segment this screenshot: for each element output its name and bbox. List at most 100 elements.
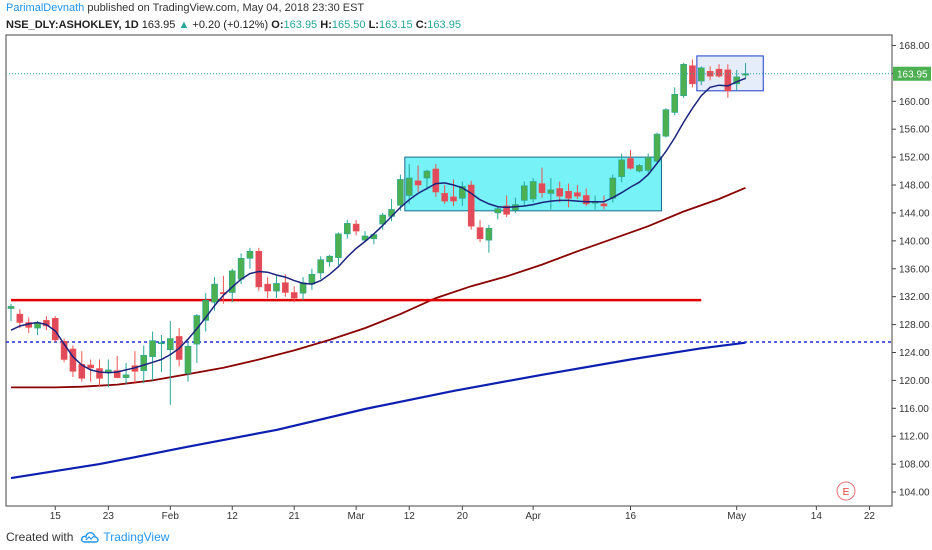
candle-body[interactable]	[494, 208, 502, 214]
candle-body[interactable]	[565, 191, 572, 199]
candle-body[interactable]	[459, 186, 466, 199]
x-tick-label: 12	[404, 511, 416, 522]
candle-body[interactable]	[441, 193, 448, 202]
symbol-label[interactable]: NSE_DLY:ASHOKLEY, 1D	[6, 19, 139, 31]
candle-body[interactable]	[246, 251, 254, 259]
candle-body[interactable]	[556, 188, 564, 197]
candle-body[interactable]	[520, 185, 528, 201]
candle-body[interactable]	[582, 195, 590, 205]
candle-body[interactable]	[405, 177, 413, 196]
candle-body[interactable]	[343, 223, 351, 235]
candle-body[interactable]	[317, 259, 325, 274]
y-tick-label: 152.00	[899, 153, 930, 164]
candle-body[interactable]	[7, 306, 15, 309]
author-link[interactable]: ParimalDevnath	[6, 2, 85, 14]
candle-body[interactable]	[485, 227, 493, 241]
y-tick-label: 124.00	[899, 348, 930, 359]
y-tick-label: 112.00	[899, 432, 929, 443]
y-tick-label: 148.00	[899, 181, 930, 192]
candle-body[interactable]	[689, 65, 696, 85]
candle-body[interactable]	[644, 156, 652, 171]
candle-body[interactable]	[379, 214, 387, 225]
candle-body[interactable]	[237, 257, 245, 280]
candle-body[interactable]	[476, 227, 484, 240]
candle-body[interactable]	[680, 64, 687, 97]
change-value: +0.20 (+0.12%)	[192, 19, 269, 31]
candle-body[interactable]	[113, 370, 121, 378]
candle-body[interactable]	[627, 158, 634, 169]
candle-body[interactable]	[105, 369, 112, 373]
cloud-icon	[81, 532, 100, 543]
open-label: O:	[271, 19, 284, 31]
candle-body[interactable]	[671, 94, 679, 113]
candle-body[interactable]	[450, 196, 457, 202]
candle-body[interactable]	[423, 170, 431, 179]
candle-body[interactable]	[282, 282, 289, 293]
y-tick-label: 108.00	[899, 460, 930, 471]
ma-long-line	[10, 341, 746, 480]
candle-body[interactable]	[724, 69, 732, 92]
candle-body[interactable]	[167, 338, 174, 350]
candle-body[interactable]	[397, 179, 404, 206]
candle-body[interactable]	[618, 159, 625, 177]
x-tick-label: 12	[227, 511, 239, 522]
candle-body[interactable]	[60, 341, 68, 360]
candle-body[interactable]	[697, 67, 705, 82]
candle-body[interactable]	[467, 184, 475, 227]
candle-body[interactable]	[264, 283, 271, 292]
candle-body[interactable]	[140, 354, 148, 371]
y-tick-label: 104.00	[899, 488, 930, 499]
x-tick-label: 15	[50, 511, 62, 522]
y-tick-label: 132.00	[899, 292, 930, 303]
candle-body[interactable]	[158, 342, 165, 345]
candle-body[interactable]	[432, 168, 440, 193]
candle-body[interactable]	[273, 283, 280, 292]
candle-body[interactable]	[211, 283, 218, 303]
candle-body[interactable]	[149, 340, 156, 357]
y-tick-label: 160.00	[899, 97, 930, 108]
candle-body[interactable]	[335, 233, 342, 258]
candle-body[interactable]	[87, 364, 94, 369]
candle-body[interactable]	[16, 313, 24, 323]
candle-body[interactable]	[538, 183, 546, 193]
candle-body[interactable]	[653, 133, 661, 162]
candle-body[interactable]	[574, 192, 581, 197]
candle-body[interactable]	[547, 189, 555, 194]
created-with-label: Created with	[6, 530, 74, 544]
candle-body[interactable]	[255, 251, 263, 288]
y-tick-label: 120.00	[899, 376, 930, 387]
candle-body[interactable]	[69, 348, 77, 372]
earnings-event-label: E	[843, 487, 850, 498]
candle-body[interactable]	[184, 345, 192, 374]
candle-body[interactable]	[715, 68, 723, 77]
candle-body[interactable]	[228, 270, 236, 293]
candle-body[interactable]	[742, 73, 749, 76]
y-tick-label: 128.00	[899, 320, 930, 331]
candle-body[interactable]	[600, 203, 608, 207]
candle-body[interactable]	[503, 205, 510, 215]
candle-body[interactable]	[122, 374, 130, 378]
open-value: 163.95	[283, 19, 318, 31]
x-tick-label: 16	[625, 511, 637, 522]
candle-body[interactable]	[96, 368, 103, 379]
candle-body[interactable]	[202, 299, 209, 321]
earnings-event-marker[interactable]	[836, 481, 856, 501]
candle-body[interactable]	[609, 177, 617, 199]
candle-body[interactable]	[636, 165, 643, 172]
candle-body[interactable]	[290, 292, 298, 299]
tradingview-logo[interactable]: TradingView	[81, 530, 169, 544]
ma-short-line	[10, 77, 746, 374]
change-arrow-icon: ▲	[178, 19, 190, 31]
candle-body[interactable]	[414, 180, 422, 186]
candle-body[interactable]	[706, 70, 714, 77]
candle-body[interactable]	[352, 223, 360, 232]
x-tick-label: Mar	[348, 511, 366, 522]
high-label: H:	[320, 19, 332, 31]
close-value: 163.95	[427, 19, 461, 31]
candle-body[interactable]	[326, 255, 333, 263]
candle-body[interactable]	[662, 109, 670, 137]
y-tick-label: 156.00	[899, 125, 930, 136]
candle-body[interactable]	[34, 322, 41, 329]
candle-body[interactable]	[529, 181, 537, 200]
price-chart[interactable]: 104.00 108.00 112.00 116.00 120.00 124.00 128.…	[0, 0, 932, 524]
